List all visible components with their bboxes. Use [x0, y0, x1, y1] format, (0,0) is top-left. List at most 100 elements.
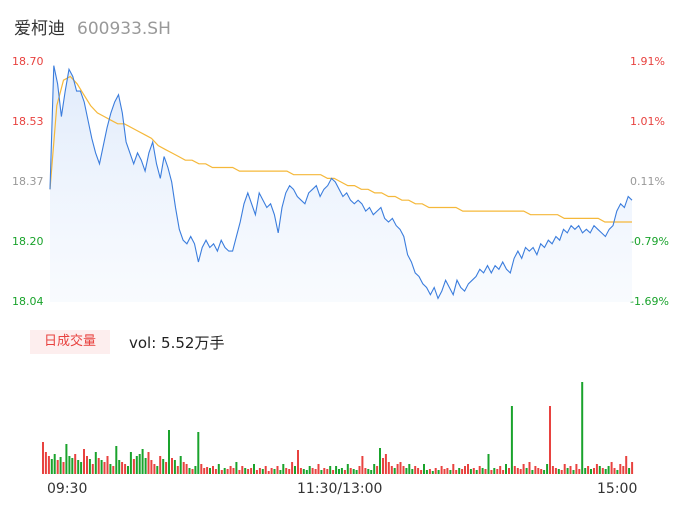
volume-bar [390, 466, 393, 474]
volume-bar [250, 468, 253, 474]
volume-bar [461, 469, 464, 474]
y-tick-left: 18.37 [12, 175, 44, 188]
volume-bar [264, 466, 267, 474]
volume-bar [510, 406, 513, 474]
volume-bar [402, 466, 405, 474]
volume-bar [519, 469, 522, 474]
volume-bar [572, 470, 575, 474]
stock-code: 600933.SH [77, 19, 171, 39]
volume-bar [173, 460, 176, 474]
volume-bar [361, 456, 364, 474]
volume-bar [437, 470, 440, 474]
y-tick-left: 18.53 [12, 115, 44, 128]
volume-bar [598, 466, 601, 474]
volume-bar [464, 466, 466, 474]
volume-bar [531, 470, 534, 474]
volume-bar [425, 470, 428, 474]
volume-bar [616, 470, 619, 474]
volume-bar [352, 469, 355, 474]
volume-bar [83, 449, 85, 474]
volume-bar [472, 468, 475, 474]
average-price-line [49, 75, 632, 223]
volume-bar [86, 456, 88, 474]
volume-bar [238, 470, 241, 474]
price-area-fill [50, 65, 632, 302]
volume-bar [405, 468, 408, 474]
volume-bar [285, 468, 288, 474]
volume-bar [191, 469, 194, 474]
volume-bar [159, 456, 162, 474]
volume-bar [554, 468, 557, 474]
volume-bar [255, 470, 258, 474]
volume-bar [584, 468, 587, 474]
volume-bar [323, 468, 326, 474]
volume-bar [610, 462, 613, 474]
volume-bar [566, 468, 569, 474]
volume-bar [329, 466, 332, 474]
volume-bar [628, 468, 631, 474]
volume-bar [379, 448, 381, 474]
volume-bar [408, 464, 411, 474]
volume-bar [97, 458, 100, 474]
volume-bar [91, 464, 94, 474]
volume-bar [578, 469, 581, 474]
volume-bar [156, 466, 159, 474]
volume-bar [543, 470, 546, 474]
volume-bar [311, 468, 314, 474]
x-tick-close: 15:00 [597, 481, 638, 497]
volume-bar [335, 466, 338, 474]
volume-bar [569, 466, 572, 474]
volume-bar [595, 464, 598, 474]
volume-bar [458, 468, 461, 474]
volume-bar [314, 469, 317, 474]
volume-bar [220, 470, 223, 474]
volume-bar [168, 430, 170, 474]
volume-bar [179, 456, 182, 474]
volume-bar [176, 466, 179, 474]
volume-bar [417, 468, 420, 474]
volume-bar [434, 468, 437, 474]
volume-bar [112, 466, 115, 474]
volume-bar [587, 466, 590, 474]
volume-bar [267, 471, 270, 474]
volume-bar [431, 471, 434, 474]
volume-bar [581, 382, 584, 474]
volume-bar [340, 468, 343, 474]
volume-bar [305, 470, 308, 474]
daily-volume-badge[interactable]: 日成交量 [30, 330, 110, 354]
volume-bar [487, 454, 490, 474]
volume-bar [502, 470, 505, 474]
volume-bar [446, 468, 449, 474]
volume-bar [525, 468, 528, 474]
y-tick-left: 18.70 [12, 55, 44, 68]
volume-bar [294, 466, 296, 474]
volume-bar [332, 470, 335, 474]
volume-bar [132, 459, 135, 474]
volume-bar [200, 464, 203, 474]
volume-bar [299, 468, 302, 474]
volume-bar [53, 454, 56, 474]
volume-bar [223, 468, 226, 474]
volume-bar [74, 454, 77, 474]
volume-bar [563, 464, 566, 474]
volume-bar [593, 468, 595, 474]
volume-bar [317, 464, 320, 474]
volume-bar [100, 460, 103, 474]
stock-header: 爱柯迪 600933.SH [14, 14, 171, 39]
volume-bar [115, 446, 118, 474]
volume-bar [47, 456, 50, 474]
volume-bar [528, 462, 531, 474]
volume-bar [537, 468, 540, 474]
volume-bar [549, 406, 551, 474]
volume-bar [355, 470, 358, 474]
volume-bar [247, 469, 250, 474]
y-tick-left: 18.20 [12, 235, 44, 248]
volume-bar [214, 469, 217, 474]
volume-bar [619, 464, 622, 474]
volume-bar [338, 469, 340, 474]
volume-bar [270, 468, 273, 474]
volume-bar [162, 459, 165, 474]
volume-bar [452, 464, 455, 474]
volume-bar [540, 469, 543, 474]
volume-bar [56, 460, 59, 474]
